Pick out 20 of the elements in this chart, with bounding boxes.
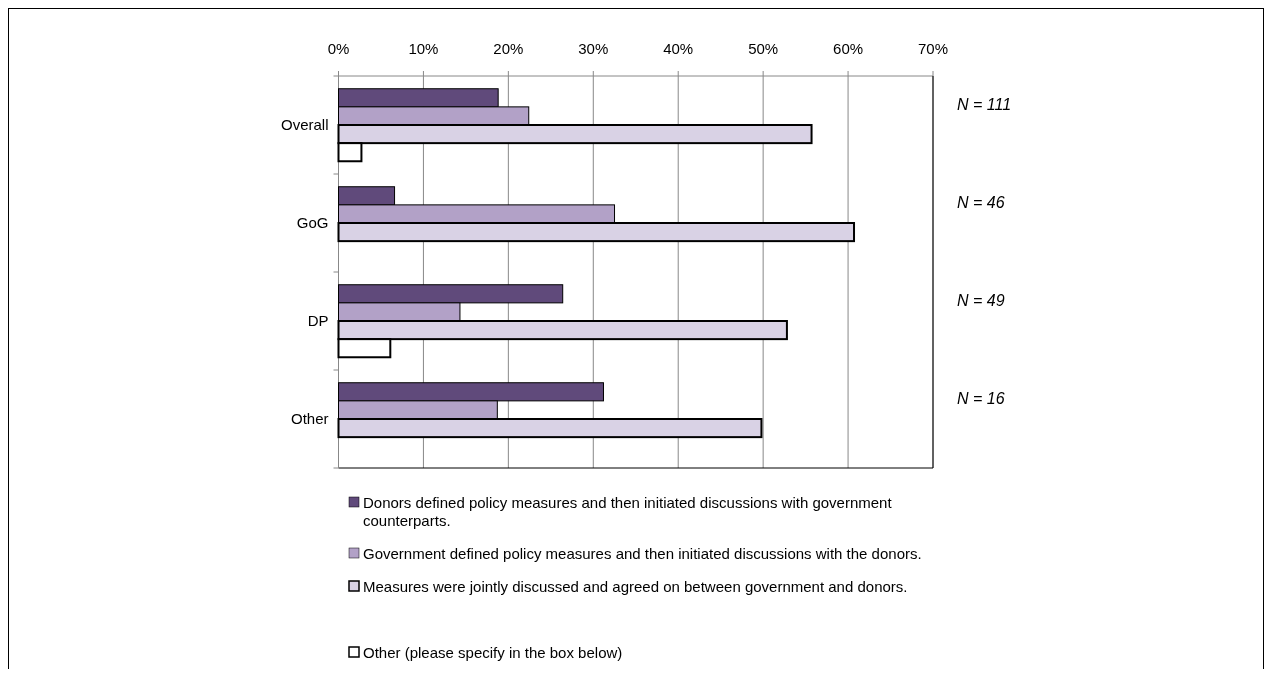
text: N = 46 — [957, 194, 1005, 212]
x-tick-label: 20% — [493, 40, 524, 57]
x-tick-label: 60% — [833, 40, 864, 57]
text: N = 49 — [957, 292, 1005, 310]
legend-label: Government defined policy measures and then initiated discussions with the donors. — [363, 545, 922, 562]
text: N = 16 — [957, 390, 1005, 408]
y-tick-label: Other — [290, 410, 329, 427]
legend-label: Other (please specify in the box below) — [363, 644, 623, 661]
y-tick-label: DP — [307, 312, 329, 329]
y-tick-label: GoG — [296, 214, 329, 231]
x-tick-label: 70% — [917, 40, 949, 57]
x-tick-label: 10% — [408, 40, 439, 57]
x-tick-label: 0% — [327, 40, 350, 57]
legend-label: Measures were jointly discussed and agreed on between government and donors. — [363, 578, 908, 595]
x-tick-label: 50% — [748, 40, 779, 57]
text: N = 111 — [957, 96, 1012, 114]
x-tick-label: 40% — [663, 40, 694, 57]
y-tick-label: Overall — [280, 116, 329, 133]
legend-label: Donors defined policy measures and then initiated discussions with government counterparts. — [363, 494, 893, 529]
x-tick-label: 30% — [578, 40, 609, 57]
